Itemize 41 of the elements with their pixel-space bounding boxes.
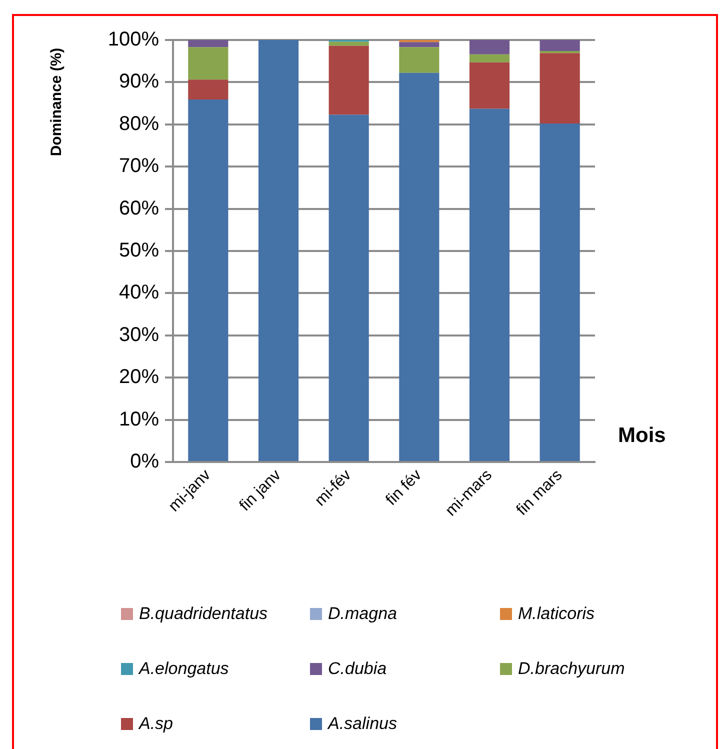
y-tick-label: 40% [118, 282, 160, 304]
bar [540, 53, 580, 124]
y-axis-title: Dominance (%) [48, 48, 66, 156]
legend-label: A.salinus [328, 714, 397, 734]
legend-label: C.dubia [328, 658, 387, 678]
y-tick-label: 30% [118, 324, 160, 346]
y-tick-label: 60% [118, 197, 160, 220]
bar [399, 47, 440, 73]
x-axis-title: Mois [618, 424, 666, 447]
bar [540, 50, 580, 54]
bar [258, 40, 299, 461]
bar [188, 47, 228, 80]
legend-label: D.magna [328, 604, 397, 624]
bar [469, 62, 510, 109]
legend-label: D.brachyurum [518, 658, 625, 678]
bar [469, 108, 510, 461]
bar [399, 42, 440, 48]
x-tick-label: fin fév [382, 466, 426, 509]
y-tick-label: 100% [108, 28, 160, 51]
bar [188, 40, 228, 48]
bar [328, 46, 369, 115]
legend-label: M.laticoris [518, 604, 595, 624]
y-tick-label: 0% [130, 450, 160, 473]
legend-label: A.elongatus [139, 658, 229, 678]
y-tick-label: 50% [118, 240, 160, 262]
bar [469, 40, 510, 54]
bar [399, 72, 440, 461]
bar [188, 80, 228, 100]
y-tick-label: 80% [118, 112, 160, 135]
bar [188, 100, 228, 461]
y-tick-label: 90% [118, 70, 160, 93]
bar [540, 40, 580, 51]
bar [328, 114, 369, 461]
legend-label: B.quadridentatus [139, 604, 268, 624]
y-tick-label: 20% [118, 366, 160, 388]
bar [540, 124, 580, 461]
bar [469, 54, 510, 62]
bar [328, 42, 369, 46]
legend-label: A.sp [139, 714, 174, 734]
y-tick-label: 70% [118, 155, 160, 178]
y-tick-label: 10% [118, 408, 160, 430]
